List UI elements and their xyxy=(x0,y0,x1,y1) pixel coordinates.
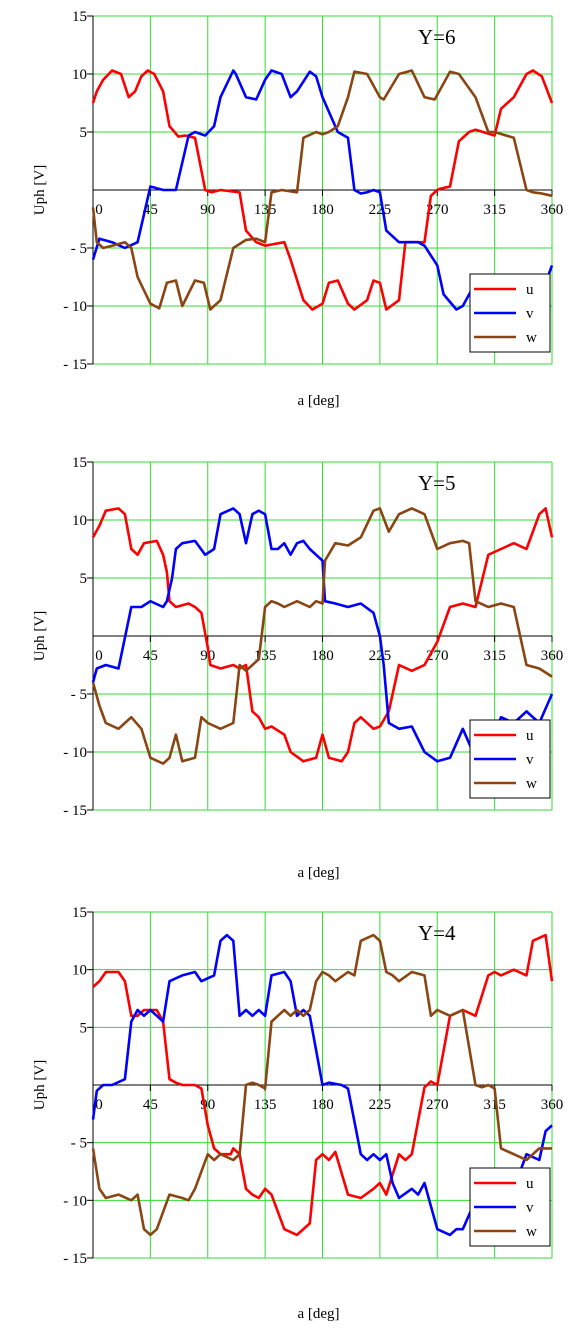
y-tick-label: - 5 xyxy=(71,1136,87,1152)
legend-label-u: u xyxy=(526,1176,534,1192)
chart-annotation: Y=6 xyxy=(418,25,456,49)
series-line-v xyxy=(91,933,553,1237)
x-tick-label: 315 xyxy=(483,202,506,218)
y-tick-label: 5 xyxy=(80,125,88,141)
x-tick-label: 315 xyxy=(483,648,506,664)
x-tick-label: 180 xyxy=(311,202,334,218)
legend-label-w: w xyxy=(526,330,537,346)
y-tick-label: 10 xyxy=(72,963,87,979)
y-tick-label: - 10 xyxy=(63,1193,87,1209)
y-tick-label: 10 xyxy=(72,67,87,83)
x-tick-label: 225 xyxy=(369,1097,392,1113)
legend-label-v: v xyxy=(526,1200,534,1216)
y-tick-label: 15 xyxy=(72,905,87,921)
legend: uvw xyxy=(469,1167,551,1247)
x-tick-label: 180 xyxy=(311,648,334,664)
legend-label-u: u xyxy=(526,728,534,744)
x-tick-label: 135 xyxy=(254,202,277,218)
series-line-u xyxy=(91,507,554,763)
y-tick-label: - 5 xyxy=(71,241,87,257)
x-tick-label: 45 xyxy=(143,648,158,664)
series-line-v xyxy=(91,69,554,311)
y-axis-label: Uph [V] xyxy=(32,1060,48,1110)
series-line-w xyxy=(91,69,553,311)
y-tick-label: 10 xyxy=(72,513,87,529)
legend-label-v: v xyxy=(526,752,534,768)
legend-label-w: w xyxy=(526,776,537,792)
x-tick-label: 360 xyxy=(541,648,564,664)
y-tick-label: - 10 xyxy=(63,299,87,315)
legend: uvw xyxy=(469,719,551,799)
x-tick-label: 315 xyxy=(483,1097,506,1113)
legend-label-w: w xyxy=(526,1224,537,1240)
y-tick-label: 15 xyxy=(72,9,87,25)
y-tick-label: - 10 xyxy=(63,745,87,761)
x-tick-label: 360 xyxy=(541,202,564,218)
y-tick-label: - 15 xyxy=(63,1251,87,1267)
x-tick-label: 135 xyxy=(254,1097,277,1113)
series-line-u xyxy=(91,69,554,311)
legend-label-v: v xyxy=(526,306,534,322)
series-line-w xyxy=(91,933,552,1237)
y-tick-label: - 15 xyxy=(63,803,87,819)
y-tick-label: - 5 xyxy=(71,687,87,703)
x-tick-label: 0 xyxy=(95,1097,103,1113)
series-line-v xyxy=(91,507,554,763)
x-tick-label: 225 xyxy=(369,202,392,218)
x-tick-label: 360 xyxy=(541,1097,564,1113)
x-axis-label: a [deg] xyxy=(297,393,339,409)
y-axis-label: Uph [V] xyxy=(32,165,48,215)
x-tick-label: 270 xyxy=(426,1097,449,1113)
x-tick-label: 180 xyxy=(311,1097,334,1113)
x-tick-label: 90 xyxy=(200,202,215,218)
chart-annotation: Y=5 xyxy=(418,471,456,495)
y-tick-label: - 15 xyxy=(63,357,87,373)
x-axis-label: a [deg] xyxy=(297,1306,339,1322)
x-tick-label: 0 xyxy=(95,202,103,218)
y-tick-label: 5 xyxy=(80,571,88,587)
x-axis-label: a [deg] xyxy=(297,865,339,881)
legend-label-u: u xyxy=(526,282,534,298)
x-tick-label: 270 xyxy=(426,202,449,218)
chart-annotation: Y=4 xyxy=(418,921,456,945)
y-axis-label: Uph [V] xyxy=(32,611,48,661)
y-tick-label: 5 xyxy=(80,1020,88,1036)
y-tick-label: 15 xyxy=(72,455,87,471)
series-line-w xyxy=(91,507,553,765)
x-tick-label: 225 xyxy=(369,648,392,664)
x-tick-label: 0 xyxy=(95,648,103,664)
x-tick-label: 45 xyxy=(143,1097,158,1113)
legend: uvw xyxy=(469,273,551,353)
